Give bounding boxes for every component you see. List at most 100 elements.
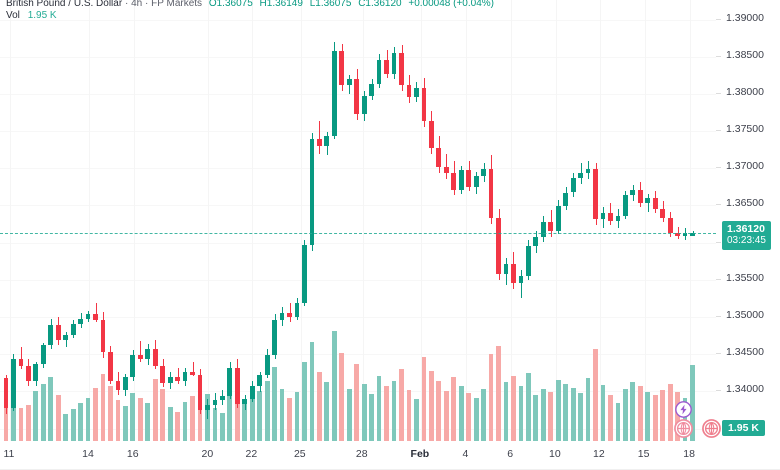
time-axis[interactable]: 11 14 16 20 22 25 28 Feb 4 6 10 12 15 18 <box>0 441 780 470</box>
globe-badge-left-icon[interactable] <box>674 419 693 438</box>
volume-bar <box>518 386 524 441</box>
v-gridline <box>689 0 691 441</box>
volume-bar <box>443 391 449 441</box>
h-gridline <box>0 316 716 318</box>
candle-body <box>608 213 613 221</box>
price-axis-label: 1.35000 <box>726 308 764 321</box>
v-gridline <box>251 0 253 441</box>
candle-body <box>108 351 113 381</box>
candle-body <box>242 399 248 404</box>
candle-body <box>115 380 121 390</box>
volume-bar <box>287 398 292 441</box>
h-gridline <box>0 19 716 21</box>
volume-bar <box>615 403 621 441</box>
volume-bar <box>190 396 195 441</box>
volume-bar <box>503 382 509 441</box>
volume-bar <box>302 362 307 441</box>
volume-bar <box>242 399 248 441</box>
volume-bar <box>70 409 76 441</box>
candle-body <box>361 95 367 114</box>
candle-body <box>376 60 382 84</box>
volume-bar <box>18 407 24 441</box>
candle-body <box>11 359 16 409</box>
volume-bar <box>227 383 233 441</box>
time-axis-label: 15 <box>637 448 650 460</box>
time-axis-label: 18 <box>683 448 695 460</box>
candle-body <box>324 135 330 147</box>
candle-body <box>555 205 561 232</box>
price-axis-label: 1.34500 <box>726 346 764 359</box>
candle-wick <box>96 302 97 322</box>
candle-body <box>18 359 24 366</box>
time-axis-label: 12 <box>593 448 605 460</box>
globe-badge-right-icon[interactable] <box>702 419 721 438</box>
candle-body <box>55 324 61 340</box>
candle-body <box>645 198 651 203</box>
volume-bar <box>481 389 486 441</box>
candle-wick <box>521 269 522 299</box>
volume-bar <box>152 379 158 441</box>
candle-body <box>563 192 569 206</box>
time-axis-label: 14 <box>82 448 94 460</box>
time-axis-label: 4 <box>462 448 469 460</box>
volume-bar <box>93 387 98 441</box>
volume-bar <box>182 401 188 441</box>
price-axis-tick <box>716 19 721 20</box>
candle-wick <box>21 347 22 369</box>
candle-body <box>511 263 516 284</box>
candle-body <box>540 222 546 238</box>
v-gridline <box>644 0 646 441</box>
time-axis-label: 28 <box>355 448 368 460</box>
volume-tag-value: 1.95 K <box>728 422 759 434</box>
volume-bar <box>361 384 367 441</box>
candle-wick <box>193 362 194 377</box>
volume-bar <box>533 395 539 441</box>
candle-body <box>85 314 91 319</box>
candle-body <box>130 354 136 377</box>
volume-bar <box>667 383 673 441</box>
candle-body <box>48 324 54 345</box>
candle-body <box>399 52 404 86</box>
volume-bar <box>570 387 576 441</box>
volume-bar <box>25 404 31 441</box>
candle-body <box>503 263 509 275</box>
price-axis[interactable]: 1.39000 1.38500 1.38000 1.37500 1.37000 1.365… <box>716 0 780 441</box>
candle-body <box>578 173 583 178</box>
volume-bar <box>593 348 598 441</box>
candle-body <box>682 232 688 236</box>
candle-body <box>593 168 598 220</box>
volume-bar <box>563 384 569 441</box>
bar-countdown: 03:23:45 <box>727 235 766 246</box>
volume-bar <box>294 392 300 441</box>
volume-bar <box>160 389 166 441</box>
volume-bar <box>399 368 404 441</box>
candle-body <box>451 173 457 190</box>
v-gridline <box>9 0 11 441</box>
h-gridline <box>0 353 716 355</box>
volume-bar <box>548 392 554 441</box>
lightning-badge-icon[interactable] <box>675 401 692 418</box>
volume-bar <box>525 372 531 441</box>
h-gridline <box>0 130 716 132</box>
price-axis-tick <box>716 353 721 354</box>
price-axis-label: 1.39000 <box>726 11 764 24</box>
candle-body <box>622 195 628 217</box>
volume-bar <box>585 378 591 441</box>
volume-bar <box>436 381 442 441</box>
candle-wick <box>290 302 291 322</box>
volume-bar <box>555 379 561 441</box>
h-gridline <box>0 204 716 206</box>
candle-body <box>249 385 255 400</box>
volume-bar <box>354 364 360 441</box>
volume-bar <box>421 357 427 441</box>
candle-body <box>660 208 666 218</box>
volume-axis-tag: 1.95 K <box>722 420 765 436</box>
volume-bar <box>48 376 54 441</box>
candle-body <box>317 138 322 147</box>
price-chart-plot[interactable] <box>0 0 716 441</box>
candle-body <box>675 232 680 236</box>
volume-bar <box>264 380 270 441</box>
candle-body <box>279 312 285 321</box>
price-axis-label: 1.37000 <box>726 160 764 173</box>
